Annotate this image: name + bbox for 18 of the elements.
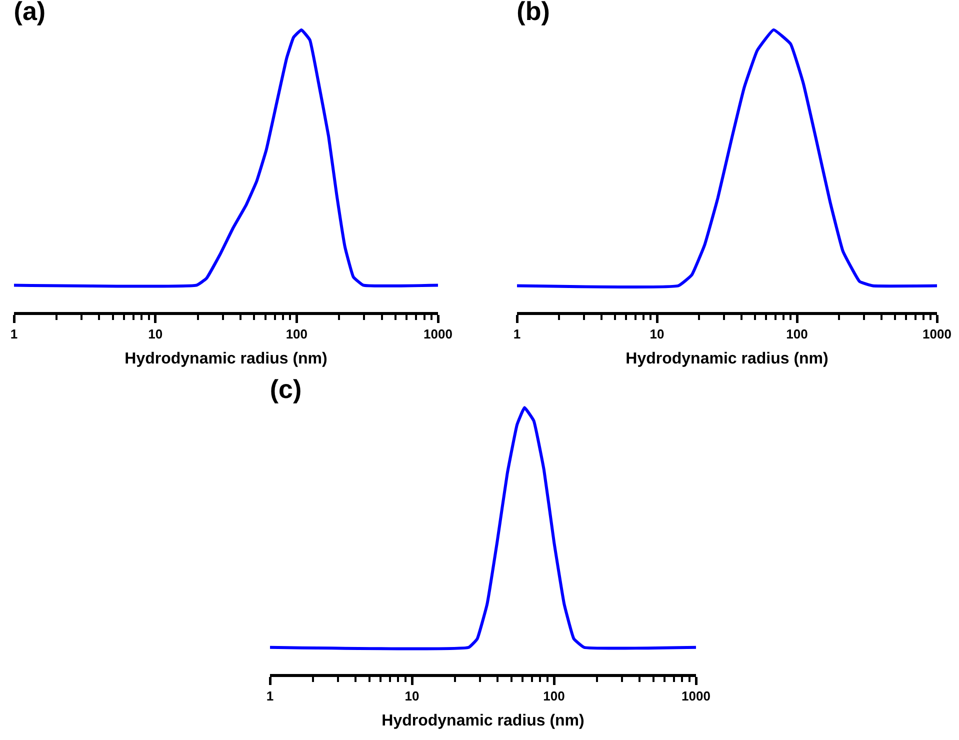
x-axis-title: Hydrodynamic radius (nm) xyxy=(124,350,328,368)
x-axis-title: Hydrodynamic radius (nm) xyxy=(382,712,584,730)
x-tick-label: 1 xyxy=(513,326,521,342)
x-tick-label: 100 xyxy=(543,688,565,704)
x-axis-title: Hydrodynamic radius (nm) xyxy=(626,350,828,368)
x-tick-label: 10 xyxy=(404,688,420,704)
x-tick-label: 1000 xyxy=(682,688,710,704)
x-tick-label: 100 xyxy=(286,326,308,342)
x-tick-label: 1 xyxy=(10,326,18,342)
x-tick-label: 10 xyxy=(650,326,664,342)
x-tick-label: 1 xyxy=(266,688,274,704)
x-tick-label: 1000 xyxy=(424,326,452,342)
x-tick-label: 1000 xyxy=(922,326,952,342)
chart-title: (b) xyxy=(516,0,550,26)
x-tick-label: 100 xyxy=(786,326,808,342)
chart-title: (a) xyxy=(14,0,46,26)
x-tick-label: 10 xyxy=(148,326,163,342)
chart-title: (c) xyxy=(270,374,302,404)
